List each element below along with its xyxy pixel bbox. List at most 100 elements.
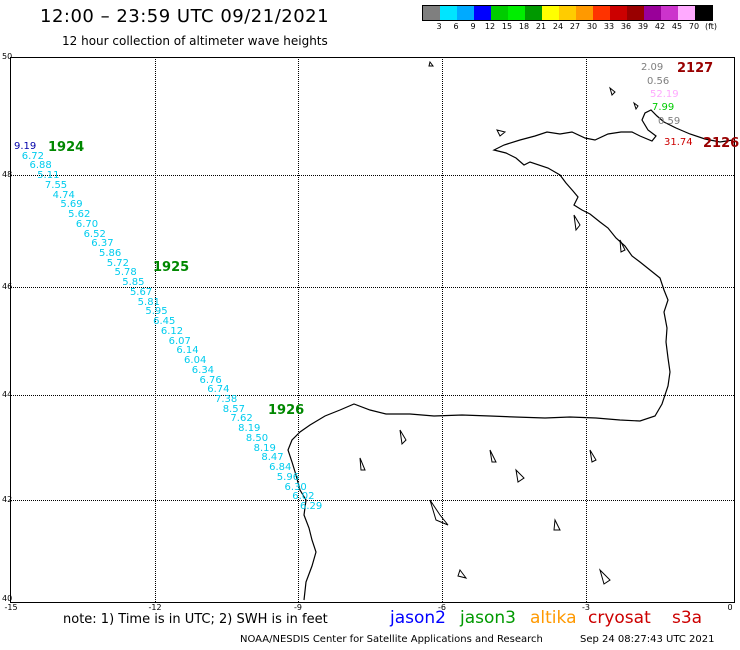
swh-value: 6.29 (300, 501, 323, 512)
swh-value: 8.19 (238, 423, 261, 435)
legend-jason3: jason3 (460, 608, 516, 628)
color-swatch (542, 6, 559, 20)
swh-value: 6.52 (83, 228, 106, 240)
lat-label: 42 (2, 495, 13, 504)
lat-label: 40 (2, 594, 13, 603)
swh-value: 5.69 (60, 199, 83, 211)
swh-value: 2.09 (641, 62, 664, 73)
swh-value: 7.99 (652, 102, 675, 113)
color-swatch (457, 6, 474, 20)
pass-label-2127: 2127 (677, 61, 714, 76)
swh-value: 6.34 (191, 364, 215, 376)
swh-value: 5.72 (106, 257, 130, 269)
lon-label: -6 (438, 603, 446, 612)
map-area (10, 57, 735, 603)
swh-value: 5.95 (145, 306, 168, 318)
swh-value: 5.11 (37, 170, 60, 182)
swh-value: 5.96 (276, 471, 300, 483)
swh-value: 5.86 (99, 248, 122, 260)
legend-s3a: s3a (672, 608, 703, 628)
swh-value: 4.74 (52, 189, 75, 201)
swh-value: 6.45 (153, 316, 176, 328)
lat-label: 44 (2, 390, 13, 399)
color-scale-labels: 3 6 9 12 15 18 21 24 27 30 33 36 39 42 45 70 (ft) (422, 22, 740, 34)
swh-value: 6.74 (207, 384, 230, 396)
color-scale-label: 15 (501, 22, 513, 31)
grid-line-lon (155, 57, 156, 602)
swh-value: 6.07 (168, 335, 191, 347)
swh-value: 5.78 (114, 267, 137, 279)
grid-line-lat (10, 500, 734, 501)
swh-value: 52.19 (650, 89, 679, 100)
color-swatch (644, 6, 661, 20)
map-subtitle: 12 hour collection of altimeter wave hei… (62, 34, 328, 48)
swh-value: 9.19 (14, 141, 37, 152)
swh-value: 7.55 (44, 179, 68, 191)
coastline-france (287, 109, 734, 601)
swh-value: 5.67 (129, 286, 153, 298)
color-swatch (678, 6, 695, 20)
color-swatch (559, 6, 576, 20)
swh-value: 31.74 (664, 137, 693, 148)
color-scale-label: 3 (436, 22, 442, 31)
pass-label-1926: 1926 (268, 403, 305, 418)
legend-jason2: jason2 (390, 608, 446, 628)
color-swatch (610, 6, 627, 20)
color-scale-label: 9 (470, 22, 476, 31)
color-scale-label: 45 (671, 22, 683, 31)
lon-label: 0 (727, 603, 733, 612)
color-scale-label: 30 (586, 22, 598, 31)
color-swatch (695, 6, 712, 20)
swh-value: 6.14 (176, 345, 199, 357)
color-scale-label: 18 (518, 22, 530, 31)
swh-value: 5.62 (68, 209, 91, 221)
color-swatch (440, 6, 457, 20)
map-title: 12:00 – 23:59 UTC 09/21/2021 (40, 6, 330, 27)
swh-value: 6.04 (184, 355, 207, 367)
swh-value: 8.47 (261, 452, 284, 464)
color-swatch (508, 6, 525, 20)
color-scale-label: 24 (552, 22, 564, 31)
swh-value: 8.19 (253, 442, 276, 454)
lon-label: -3 (582, 603, 590, 612)
swh-value: 6.88 (29, 160, 52, 172)
lon-label: -15 (4, 603, 18, 612)
note-text: note: 1) Time is in UTC; 2) SWH is in fe… (63, 612, 328, 627)
color-scale-label: 21 (535, 22, 547, 31)
swh-value: 7.38 (214, 393, 238, 405)
swh-value: 8.57 (222, 403, 245, 415)
legend-cryosat: cryosat (588, 608, 651, 628)
legend-altika: altika (530, 608, 577, 628)
grid-line-lat (10, 287, 734, 288)
swh-value: 7.62 (230, 413, 253, 425)
footer-credit: NOAA/NESDIS Center for Satellite Applica… (240, 634, 543, 645)
color-scale-label: 33 (603, 22, 615, 31)
pass-label-1925: 1925 (153, 260, 190, 275)
grid-line-lat (10, 395, 734, 396)
swh-value: 0.59 (658, 116, 681, 127)
lat-label: 46 (2, 282, 13, 291)
color-swatch (576, 6, 593, 20)
color-swatch (423, 6, 440, 20)
swh-value: 6.30 (284, 481, 307, 493)
swh-value: 5.81 (137, 296, 160, 308)
color-scale-label: (ft) (704, 22, 718, 31)
swh-value: 6.02 (292, 491, 315, 503)
color-scale-label: 6 (453, 22, 459, 31)
swh-value: 5.85 (122, 277, 145, 289)
color-swatch (593, 6, 610, 20)
color-swatch (474, 6, 491, 20)
pass-label-1924: 1924 (48, 140, 85, 155)
pass-label-2126: 2126 (703, 136, 740, 151)
grid-line-lat (10, 175, 734, 176)
color-scale-label: 39 (637, 22, 649, 31)
swh-value: 8.50 (245, 432, 269, 444)
lat-label: 50 (2, 52, 13, 61)
grid-line-lon (298, 57, 299, 602)
swh-value: 6.76 (199, 374, 222, 386)
color-scale-label: 27 (569, 22, 581, 31)
color-scale-label: 36 (620, 22, 632, 31)
color-scale-label: 12 (484, 22, 496, 31)
swh-value: 6.72 (21, 150, 44, 162)
